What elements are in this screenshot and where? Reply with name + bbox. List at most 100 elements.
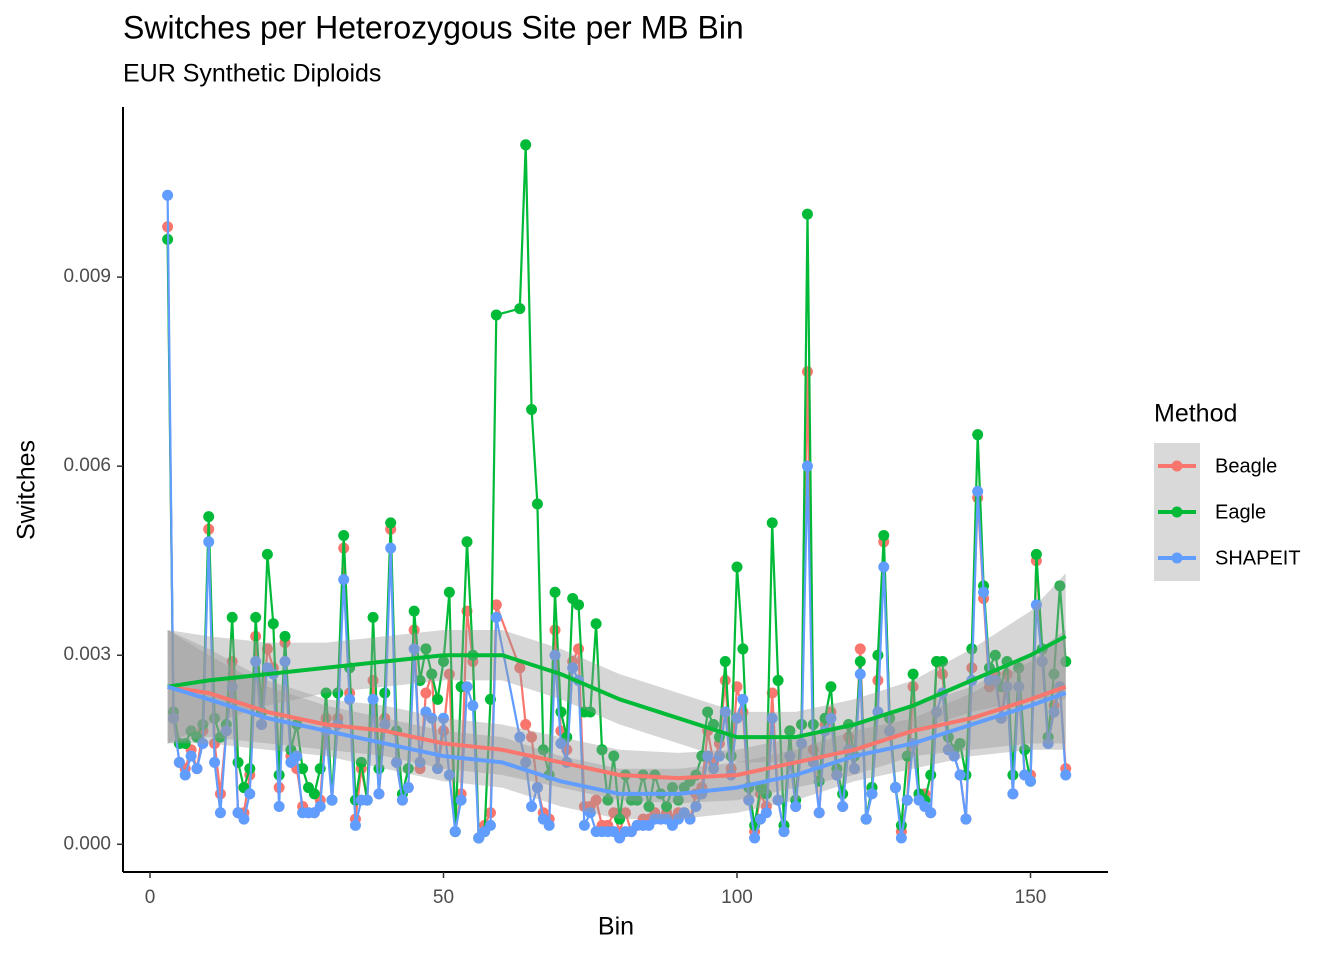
legend: Beagle Eagle SHAPEIT <box>1154 443 1301 581</box>
data-point <box>414 756 426 768</box>
data-point <box>490 611 502 623</box>
data-point <box>555 706 567 718</box>
data-point <box>279 630 291 642</box>
data-point <box>256 719 268 731</box>
data-point <box>438 656 450 668</box>
legend-key-point <box>1171 552 1183 564</box>
smooth-line <box>167 634 1067 740</box>
data-point <box>220 725 232 737</box>
data-point <box>549 586 561 598</box>
data-point <box>801 366 813 378</box>
data-point <box>778 826 790 838</box>
data-point <box>1042 737 1054 749</box>
data-point <box>702 750 714 762</box>
data-point <box>772 674 784 686</box>
data-point <box>297 763 309 775</box>
data-point <box>596 744 608 756</box>
data-point <box>203 511 215 523</box>
data-point <box>549 624 561 636</box>
data-point <box>461 681 473 693</box>
data-point <box>1007 788 1019 800</box>
data-point <box>537 744 549 756</box>
data-point <box>854 668 866 680</box>
data-point <box>197 737 209 749</box>
data-point <box>531 782 543 794</box>
data-point <box>713 750 725 762</box>
data-point <box>925 769 937 781</box>
x-axis-title: Bin <box>598 913 634 941</box>
data-point <box>573 599 585 611</box>
confidence-band <box>167 630 1066 820</box>
data-point <box>590 618 602 630</box>
data-point <box>584 706 596 718</box>
plot-area <box>162 139 1072 844</box>
data-point <box>719 656 731 668</box>
data-point <box>925 807 937 819</box>
data-point <box>344 693 356 705</box>
data-point <box>185 750 197 762</box>
data-point <box>526 731 538 743</box>
data-point <box>438 712 450 724</box>
data-point <box>790 800 802 812</box>
data-point <box>432 763 444 775</box>
data-point <box>549 649 561 661</box>
data-point <box>367 611 379 623</box>
data-point <box>514 662 526 674</box>
data-point <box>214 807 226 819</box>
smooth-line <box>167 684 1067 781</box>
data-point <box>702 706 714 718</box>
data-point <box>831 769 843 781</box>
data-point <box>743 794 755 806</box>
data-point <box>643 800 655 812</box>
chart-subtitle: EUR Synthetic Diploids <box>123 60 381 88</box>
data-point <box>825 712 837 724</box>
data-point <box>684 813 696 825</box>
data-point <box>766 712 778 724</box>
data-point <box>326 794 338 806</box>
legend-title: Method <box>1154 400 1237 428</box>
data-point <box>526 800 538 812</box>
data-point <box>320 687 332 699</box>
data-point <box>837 800 849 812</box>
x-tick-label: 0 <box>145 887 156 908</box>
data-point <box>531 498 543 510</box>
data-point <box>760 788 772 800</box>
data-point <box>414 674 426 686</box>
data-point <box>1030 548 1042 560</box>
data-point <box>1036 656 1048 668</box>
data-point <box>1013 681 1025 693</box>
legend-key-point <box>1171 506 1183 518</box>
data-point <box>349 819 361 831</box>
data-point <box>490 309 502 321</box>
data-point <box>420 687 432 699</box>
data-point <box>209 712 221 724</box>
data-point <box>361 794 373 806</box>
data-point <box>766 517 778 529</box>
x-tick-label: 50 <box>433 887 454 908</box>
data-point <box>936 656 948 668</box>
data-point <box>338 574 350 586</box>
data-point <box>173 756 185 768</box>
legend-label: SHAPEIT <box>1215 547 1301 569</box>
legend-label: Eagle <box>1215 501 1266 523</box>
data-point <box>801 208 813 220</box>
y-tick-label: 0.009 <box>63 266 111 287</box>
data-point <box>385 542 397 554</box>
data-point <box>948 750 960 762</box>
legend-key-point <box>1171 460 1183 472</box>
data-point <box>373 788 385 800</box>
y-tick-label: 0.003 <box>63 644 111 665</box>
data-point <box>179 737 191 749</box>
data-point <box>332 687 344 699</box>
data-point <box>1001 681 1013 693</box>
data-point <box>578 819 590 831</box>
data-point <box>291 750 303 762</box>
data-point <box>543 819 555 831</box>
data-point <box>490 599 502 611</box>
y-axis-title: Switches <box>13 440 41 540</box>
legend-label: Beagle <box>1215 455 1277 477</box>
data-point <box>796 737 808 749</box>
data-point <box>520 756 532 768</box>
data-point <box>338 530 350 542</box>
